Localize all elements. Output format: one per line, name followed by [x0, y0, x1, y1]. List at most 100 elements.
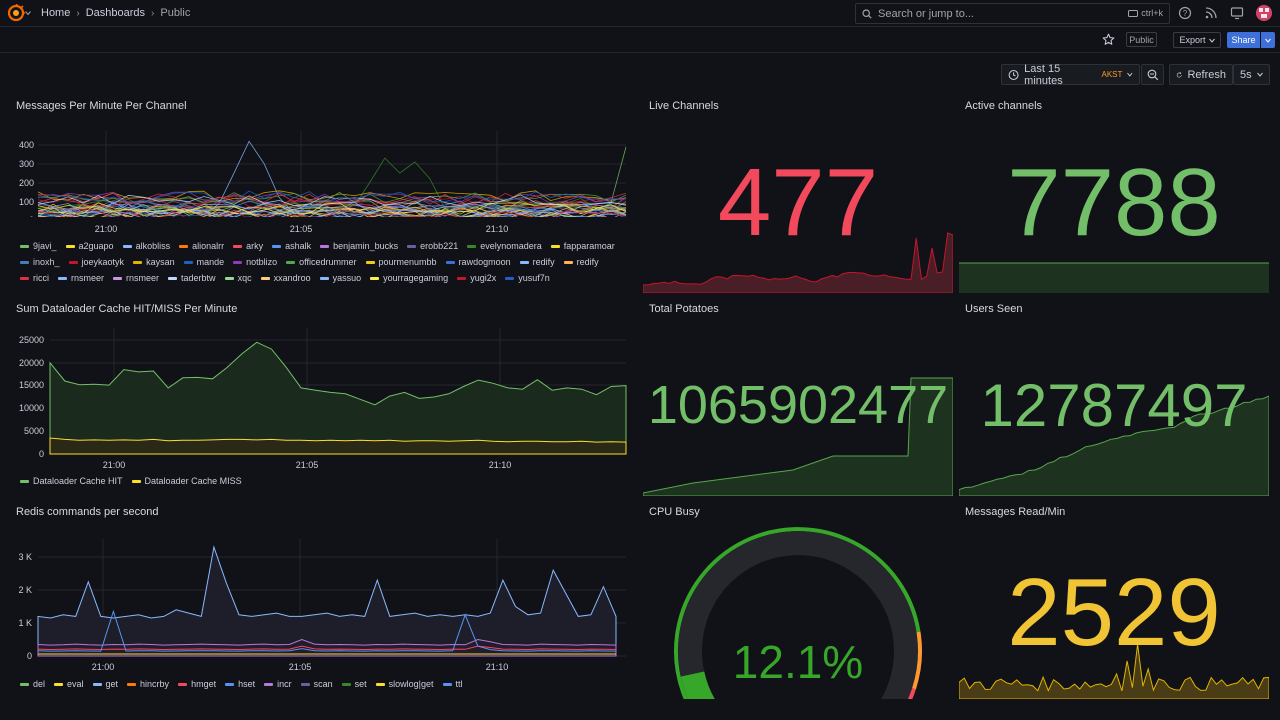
refresh-button[interactable]: Refresh	[1169, 64, 1233, 85]
legend-item[interactable]: del	[20, 679, 45, 689]
legend-item[interactable]: hmget	[178, 679, 216, 689]
legend-item[interactable]: yusuf7n	[505, 273, 550, 283]
panel-active-channels: Active channels 7788	[959, 93, 1269, 293]
legend-label: xxandroo	[273, 273, 311, 283]
search-input[interactable]: Search or jump to... ctrl+k	[855, 3, 1170, 24]
search-shortcut: ctrl+k	[1128, 8, 1163, 18]
legend-item[interactable]: kaysan	[133, 257, 175, 267]
legend-item[interactable]: slowlog|get	[375, 679, 434, 689]
dataloader-time-series-chart[interactable]: 25000 20000 15000 10000 5000 0	[0, 328, 636, 458]
avatar[interactable]	[1256, 5, 1272, 21]
stat-value: 7788	[1007, 149, 1221, 256]
legend-item[interactable]: evelynomadera	[467, 241, 542, 251]
legend-item[interactable]: Dataloader Cache HIT	[20, 476, 123, 486]
chevron-down-icon	[1256, 72, 1263, 77]
legend-item[interactable]: joeykaotyk	[68, 257, 124, 267]
y-tick: 5000	[24, 426, 44, 436]
star-icon[interactable]	[1102, 33, 1115, 46]
series-line	[37, 202, 627, 215]
legend-item[interactable]: fapparamoar	[550, 241, 615, 251]
legend-item[interactable]: ricci	[20, 273, 49, 283]
breadcrumb: Home › Dashboards › Public	[41, 7, 190, 19]
legend-item[interactable]: mande	[183, 257, 224, 267]
chevron-down-icon	[1265, 38, 1271, 43]
chevron-down-icon[interactable]	[25, 10, 31, 16]
legend-swatch	[20, 479, 29, 483]
avatar-pattern-icon	[1256, 5, 1272, 21]
monitor-icon[interactable]	[1230, 6, 1244, 20]
legend-label: Dataloader Cache MISS	[144, 476, 242, 486]
legend-item[interactable]: arky	[233, 241, 263, 251]
legend-label: 9javi_	[33, 241, 57, 251]
share-options-button[interactable]	[1261, 32, 1275, 48]
series-line	[37, 194, 627, 207]
legend-item[interactable]: benjamin_bucks	[320, 241, 398, 251]
messages-time-series-chart[interactable]: 400 300 200 100 0	[0, 121, 636, 217]
legend-item[interactable]: hincrby	[127, 679, 169, 689]
legend-item[interactable]: taderbtw	[168, 273, 216, 283]
legend-item[interactable]: 9javi_	[20, 241, 57, 251]
legend-item[interactable]: xxandroo	[260, 273, 311, 283]
redis-time-series-chart[interactable]: 3 K 2 K 1 K 0	[0, 539, 636, 663]
legend-label: hset	[238, 679, 256, 689]
legend-swatch	[224, 276, 234, 280]
legend-label: arky	[246, 241, 264, 251]
legend-item[interactable]: alionalrr	[179, 241, 224, 251]
search-placeholder: Search or jump to...	[878, 7, 974, 20]
legend-item[interactable]: rawdogmoon	[445, 257, 511, 267]
legend-label: hmget	[191, 679, 217, 689]
legend-item[interactable]: Dataloader Cache MISS	[131, 476, 242, 486]
legend-item[interactable]: eval	[54, 679, 84, 689]
panel-title: Redis commands per second	[16, 506, 159, 518]
share-button[interactable]: Share	[1227, 32, 1260, 48]
legend-item[interactable]: pourmenumbb	[365, 257, 437, 267]
legend-item[interactable]: redify	[519, 257, 555, 267]
time-range-picker[interactable]: Last 15 minutes AKST	[1001, 62, 1140, 87]
legend-item[interactable]: ashalk	[272, 241, 311, 251]
legend-item[interactable]: hset	[225, 679, 255, 689]
legend-item[interactable]: alkobliss	[122, 241, 170, 251]
grafana-logo-icon[interactable]	[7, 4, 25, 22]
legend-item[interactable]: set	[341, 679, 367, 689]
chevron-down-icon	[1208, 38, 1215, 43]
legend-swatch	[233, 244, 243, 248]
legend-item[interactable]: get	[92, 679, 118, 689]
help-icon[interactable]: ?	[1178, 6, 1192, 20]
legend-item[interactable]: ttl	[442, 679, 463, 689]
legend-swatch	[20, 244, 29, 248]
gauge-threshold-arc	[674, 527, 921, 699]
series-group	[37, 140, 627, 217]
y-tick: 100	[19, 197, 34, 207]
legend-item[interactable]: rnsmeer	[113, 273, 159, 283]
legend-swatch	[54, 682, 64, 686]
x-tick: 21:10	[486, 662, 509, 672]
legend-item[interactable]: officedrummer	[286, 257, 357, 267]
legend-item[interactable]: yugi2x	[457, 273, 496, 283]
legend-item[interactable]: redify	[563, 257, 599, 267]
legend-item[interactable]: notblizo	[233, 257, 277, 267]
live-channels-sparkline	[643, 232, 953, 293]
time-range-label: Last 15 minutes	[1024, 62, 1063, 87]
legend-item[interactable]: a2guapo	[65, 241, 114, 251]
legend-item[interactable]: yourragegaming	[370, 273, 448, 283]
chart-legend: Dataloader Cache HIT Dataloader Cache MIS…	[20, 476, 620, 486]
legend-item[interactable]: inoxh_	[20, 257, 60, 267]
legend-item[interactable]: incr	[264, 679, 292, 689]
legend-item[interactable]: xqc	[224, 273, 252, 283]
breadcrumb-dashboards[interactable]: Dashboards	[85, 7, 146, 19]
breadcrumb-home[interactable]: Home	[41, 7, 71, 19]
refresh-interval-picker[interactable]: 5s	[1233, 64, 1270, 85]
chart-legend: del eval get hincrby hmget hset incr scan set slo…	[20, 679, 620, 689]
panel-title: CPU Busy	[649, 506, 700, 518]
legend-item[interactable]: erobb221	[407, 241, 458, 251]
legend-label: rawdogmoon	[458, 257, 511, 267]
legend-item[interactable]: yassuo	[319, 273, 361, 283]
x-tick: 21:00	[95, 224, 118, 234]
zoom-out-button[interactable]	[1141, 64, 1164, 85]
panel-total-potatoes: Total Potatoes 1065902477	[643, 296, 953, 496]
rss-icon[interactable]	[1204, 6, 1218, 20]
export-button[interactable]: Export	[1173, 32, 1221, 48]
legend-swatch	[407, 244, 417, 248]
legend-item[interactable]: rnsmeer	[58, 273, 104, 283]
legend-item[interactable]: scan	[300, 679, 333, 689]
